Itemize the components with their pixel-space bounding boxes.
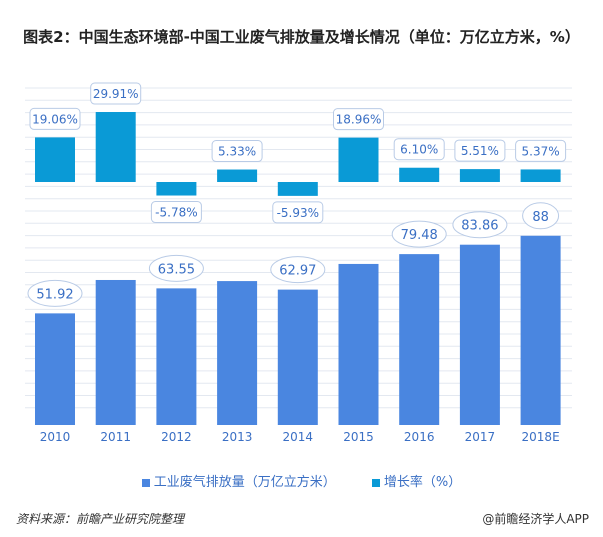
x-tick-label: 2015 — [343, 430, 374, 444]
data-label-bubble — [522, 202, 560, 230]
data-label-growth: 29.91% — [93, 87, 139, 101]
data-label-growth: 5.51% — [461, 144, 499, 158]
data-label-box — [90, 82, 142, 105]
x-tick-label: 2013 — [222, 430, 253, 444]
legend-label: 工业废气排放量（万亿立方米） — [153, 475, 336, 490]
data-label-growth: -5.78% — [155, 206, 197, 220]
data-label-box — [29, 107, 81, 130]
legend-item-emission[interactable]: 工业废气排放量（万亿立方米） — [141, 471, 336, 490]
data-label-box — [515, 139, 567, 162]
bar-emission — [277, 289, 318, 425]
bar-growth — [277, 182, 318, 196]
data-label-bubble — [452, 211, 508, 239]
x-tick-label: 2010 — [40, 430, 71, 444]
data-label-emission: 83.86 — [461, 219, 498, 234]
x-tick-label: 2014 — [283, 430, 314, 444]
legend: 工业废气排放量（万亿立方米） 增长率（%） — [0, 471, 603, 490]
bar-growth — [95, 112, 136, 182]
bar-emission — [520, 235, 561, 425]
bar-emission — [35, 313, 75, 425]
data-label-growth: 5.33% — [218, 145, 256, 159]
data-label-emission: 88 — [532, 210, 549, 225]
bar-emission — [399, 254, 440, 425]
data-label-bubble — [27, 279, 83, 307]
bar-growth — [399, 167, 440, 182]
data-label-box — [272, 201, 324, 224]
data-label-emission: 51.92 — [36, 287, 73, 302]
legend-swatch — [371, 478, 380, 487]
data-label-bubble — [391, 220, 447, 248]
data-label-growth: 6.10% — [400, 143, 438, 157]
data-label-box — [333, 108, 384, 131]
bar-emission — [156, 288, 197, 425]
bar-emission — [338, 263, 379, 425]
x-tick-label: 2018E — [522, 430, 560, 444]
credit: @前瞻经济学人APP — [482, 512, 589, 526]
bar-emission — [459, 244, 500, 425]
bar-growth — [520, 169, 561, 182]
data-label-growth: 5.37% — [522, 144, 560, 158]
data-label-growth: -5.93% — [277, 206, 319, 220]
data-label-box — [211, 140, 263, 163]
bar-emission — [95, 279, 136, 425]
data-label-growth: 19.06% — [32, 112, 78, 126]
legend-item-growth[interactable]: 增长率（%） — [371, 471, 462, 490]
source-note: 资料来源：前瞻产业研究院整理 — [16, 512, 185, 526]
bar-growth — [338, 137, 379, 182]
bar-growth — [35, 137, 75, 182]
x-tick-label: 2017 — [465, 430, 496, 444]
legend-swatch — [141, 478, 150, 487]
data-label-emission: 63.55 — [158, 262, 195, 277]
data-label-emission: 79.48 — [401, 228, 438, 243]
data-label-box — [150, 201, 202, 224]
legend-label: 增长率（%） — [383, 475, 462, 490]
data-label-box — [454, 139, 506, 162]
x-tick-label: 2012 — [161, 430, 192, 444]
bar-growth — [217, 169, 258, 182]
data-label-growth: 18.96% — [336, 113, 382, 127]
data-label-box — [393, 138, 445, 161]
data-label-bubble — [148, 254, 204, 282]
bar-growth — [156, 182, 197, 196]
data-label-emission: 62.97 — [279, 264, 316, 279]
chart-title: 图表2：中国生态环境部-中国工业废气排放量及增长情况（单位：万亿立方米，%） — [23, 28, 580, 46]
bar-growth — [459, 169, 500, 182]
x-tick-label: 2016 — [404, 430, 435, 444]
x-tick-label: 2011 — [100, 430, 131, 444]
bar-emission — [217, 281, 258, 425]
data-label-bubble — [270, 256, 326, 284]
